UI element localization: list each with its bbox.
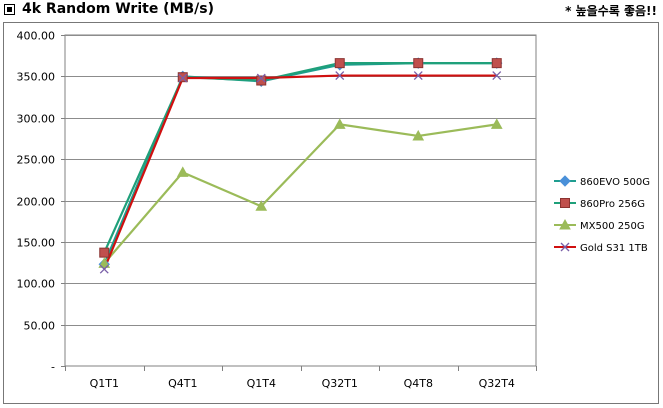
data-point	[413, 71, 423, 81]
data-point	[490, 118, 503, 129]
y-tick-label: 300.00	[17, 113, 56, 126]
y-tick-label: 350.00	[17, 71, 56, 84]
y-tick-label: 50.00	[24, 320, 56, 333]
data-point	[256, 73, 266, 83]
data-point	[491, 58, 502, 69]
data-point	[176, 166, 189, 177]
x-marker-stroke	[560, 242, 570, 252]
data-point	[334, 58, 345, 69]
data-point	[255, 200, 268, 211]
data-point	[178, 73, 188, 83]
chart-title: 4k Random Write (MB/s)	[22, 1, 215, 17]
x-marker-stroke	[99, 264, 109, 274]
legend-marker	[559, 218, 571, 230]
y-tick-label: 400.00	[17, 30, 56, 43]
data-point	[99, 247, 110, 258]
legend-marker	[560, 242, 570, 252]
x-tick-label: Q1T1	[90, 377, 119, 390]
y-tick-label: 150.00	[17, 237, 56, 250]
y-tick-label: 250.00	[17, 154, 56, 167]
data-point	[98, 257, 111, 268]
series-line	[103, 74, 497, 270]
x-marker-stroke	[492, 71, 502, 81]
data-point	[256, 75, 267, 86]
x-marker-stroke	[413, 71, 423, 81]
legend-marker	[560, 198, 570, 208]
x-marker-stroke	[178, 73, 188, 83]
series-line	[103, 123, 497, 265]
legend-label: 860EVO 500G	[580, 177, 650, 188]
legend-label: 860Pro 256G	[580, 199, 645, 210]
legend-label: Gold S31 1TB	[580, 243, 648, 254]
data-point	[333, 118, 346, 129]
data-point	[492, 71, 502, 81]
y-tick-label: 200.00	[17, 196, 56, 209]
data-point	[412, 129, 425, 141]
x-tick-label: Q4T8	[404, 377, 433, 390]
chart-header: 4k Random Write (MB/s) * 높을수록 좋음!!	[0, 0, 663, 22]
x-tick-label: Q1T4	[247, 377, 276, 390]
plot-area	[64, 34, 537, 367]
legend-marker	[559, 175, 571, 187]
x-tick-label: Q4T1	[168, 377, 197, 390]
chart-note: * 높을수록 좋음!!	[565, 4, 657, 18]
x-marker-stroke	[335, 71, 345, 81]
data-point	[335, 71, 345, 81]
x-tick-label: Q32T4	[479, 377, 515, 390]
x-marker-stroke	[256, 73, 266, 83]
series-line	[103, 62, 497, 254]
legend-label: MX500 250G	[580, 221, 645, 232]
y-tick-label: -	[51, 361, 55, 374]
title-bullet-icon	[4, 4, 15, 15]
data-point	[99, 264, 109, 274]
x-tick-label: Q32T1	[322, 377, 358, 390]
data-point	[413, 58, 424, 69]
y-tick-label: 100.00	[17, 278, 56, 291]
